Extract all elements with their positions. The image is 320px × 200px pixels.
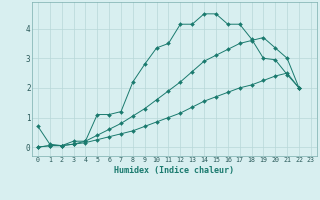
X-axis label: Humidex (Indice chaleur): Humidex (Indice chaleur) bbox=[115, 166, 234, 175]
